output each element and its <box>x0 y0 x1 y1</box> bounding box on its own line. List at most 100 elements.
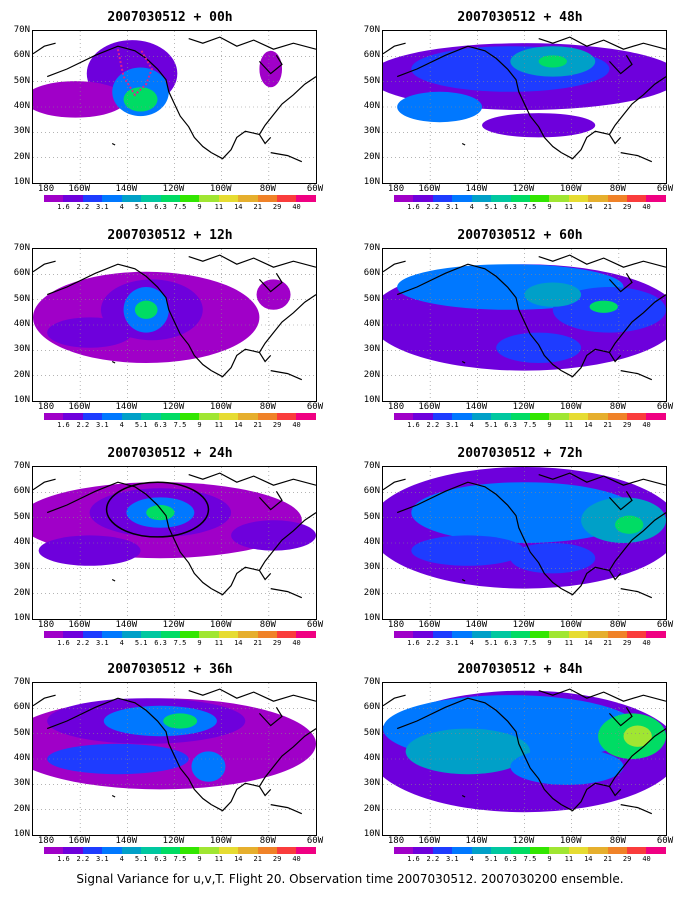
colorbar-label: 21 <box>253 855 262 863</box>
colorbar-label: 7.5 <box>523 855 537 863</box>
colorbar-swatch <box>160 631 180 638</box>
colorbar-swatch <box>646 413 666 420</box>
longitude-label: 160W <box>68 184 90 194</box>
variance-contour <box>123 87 158 112</box>
longitude-label: 100W <box>209 620 232 630</box>
colorbar-swatch <box>218 847 239 854</box>
longitude-label: 180 <box>387 620 405 630</box>
coastline <box>211 512 316 596</box>
variance-contour <box>256 279 291 310</box>
coastline <box>461 794 466 798</box>
latitude-label: 60N <box>363 702 380 713</box>
longitude-label: 140W <box>465 836 488 846</box>
latitude-label: 50N <box>363 75 380 86</box>
longitude-label: 140W <box>115 402 138 412</box>
colorbar-label: 7.5 <box>523 203 537 211</box>
colorbar-label: 2.2 <box>76 421 90 429</box>
panel-title: 2007030512 + 72h <box>457 446 583 461</box>
latitude-label: 20N <box>363 369 380 380</box>
latitude-label: 30N <box>363 562 380 573</box>
colorbar-swatch <box>102 413 122 420</box>
variance-contour <box>191 751 226 782</box>
coastline <box>561 294 666 378</box>
colorbar-swatch <box>568 413 589 420</box>
colorbar-swatch <box>413 631 433 638</box>
colorbar-swatch <box>199 195 219 202</box>
colorbar-label: 40 <box>292 421 301 429</box>
colorbar-label: 1.6 <box>57 421 70 429</box>
coastline <box>538 36 666 50</box>
target-region-circle <box>105 481 210 538</box>
latitude-label: 20N <box>363 587 380 598</box>
colorbar-label: 14 <box>234 639 243 647</box>
latitude-label: 40N <box>363 319 380 329</box>
colorbar-swatch <box>121 195 142 202</box>
colorbar-label: 40 <box>292 855 301 863</box>
colorbar-label: 4 <box>119 639 124 647</box>
map-canvas <box>383 31 666 183</box>
latitude-label: 40N <box>13 753 30 763</box>
map-canvas <box>383 249 666 401</box>
variance-contour <box>38 535 141 566</box>
longitude-label: 60W <box>306 184 324 194</box>
latitude-label: 50N <box>13 75 30 86</box>
colorbar-label: 14 <box>584 855 593 863</box>
latitude-label: 10N <box>363 829 380 839</box>
colorbar-label: 5.1 <box>484 639 498 647</box>
variance-map <box>32 30 317 184</box>
colorbar-label: 4 <box>469 203 474 211</box>
coastline <box>46 481 212 590</box>
colorbar-label: 5.1 <box>134 203 148 211</box>
colorbar-swatch <box>82 413 103 420</box>
colorbar-label: 9 <box>547 855 552 863</box>
colorbar-swatch <box>277 195 297 202</box>
coastline <box>188 688 316 702</box>
colorbar-swatch <box>529 195 550 202</box>
colorbar-label: 3.1 <box>95 421 109 429</box>
colorbar-label: 3.1 <box>95 855 109 863</box>
colorbar-label: 40 <box>292 639 301 647</box>
colorbar-swatch <box>82 631 103 638</box>
colorbar-label: 29 <box>272 203 282 211</box>
colorbar-label: 29 <box>622 203 632 211</box>
latitude-label: 40N <box>13 319 30 329</box>
longitude-label: 60W <box>656 620 674 630</box>
variance-contour <box>231 520 316 551</box>
coastline <box>620 152 653 163</box>
latitude-label: 20N <box>363 803 380 814</box>
latitude-label: 40N <box>13 537 30 547</box>
colorbar-label: 6.3 <box>154 855 167 863</box>
coastline <box>46 697 212 806</box>
variance-contour <box>405 728 531 775</box>
latitude-label: 70N <box>363 25 380 35</box>
latitude-label: 50N <box>363 511 380 522</box>
coastline <box>258 54 283 75</box>
colorbar-swatch <box>471 847 492 854</box>
longitude-label: 80W <box>609 836 626 846</box>
longitude-label: 160W <box>68 402 90 412</box>
colorbar-label: 4 <box>469 421 474 429</box>
latitude-label: 10N <box>363 395 380 405</box>
coastline <box>383 42 406 55</box>
colorbar-swatch <box>199 413 219 420</box>
longitude-label: 100W <box>559 402 582 412</box>
map-panel: 2007030512 + 84h 70N 60N 50N 40N 30N 20N 10N 180… <box>350 660 690 875</box>
colorbar-label: 11 <box>214 855 224 863</box>
longitude-label: 140W <box>115 184 138 194</box>
coastline <box>211 294 316 378</box>
latitude-label: 70N <box>13 461 30 471</box>
latitude-label: 50N <box>13 727 30 738</box>
colorbar-swatch <box>432 631 453 638</box>
coastline <box>188 472 316 486</box>
longitude-label: 120W <box>162 402 185 412</box>
variance-contour <box>496 332 582 363</box>
colorbar-swatch <box>218 631 239 638</box>
colorbar-label: 3.1 <box>445 203 459 211</box>
colorbar-label: 11 <box>214 421 224 429</box>
coastline <box>620 588 653 599</box>
panel-title: 2007030512 + 48h <box>457 10 583 25</box>
colorbar-label: 1.6 <box>57 855 70 863</box>
latitude-label: 30N <box>13 344 30 355</box>
longitude-label: 80W <box>259 402 276 412</box>
longitude-label: 140W <box>465 184 488 194</box>
